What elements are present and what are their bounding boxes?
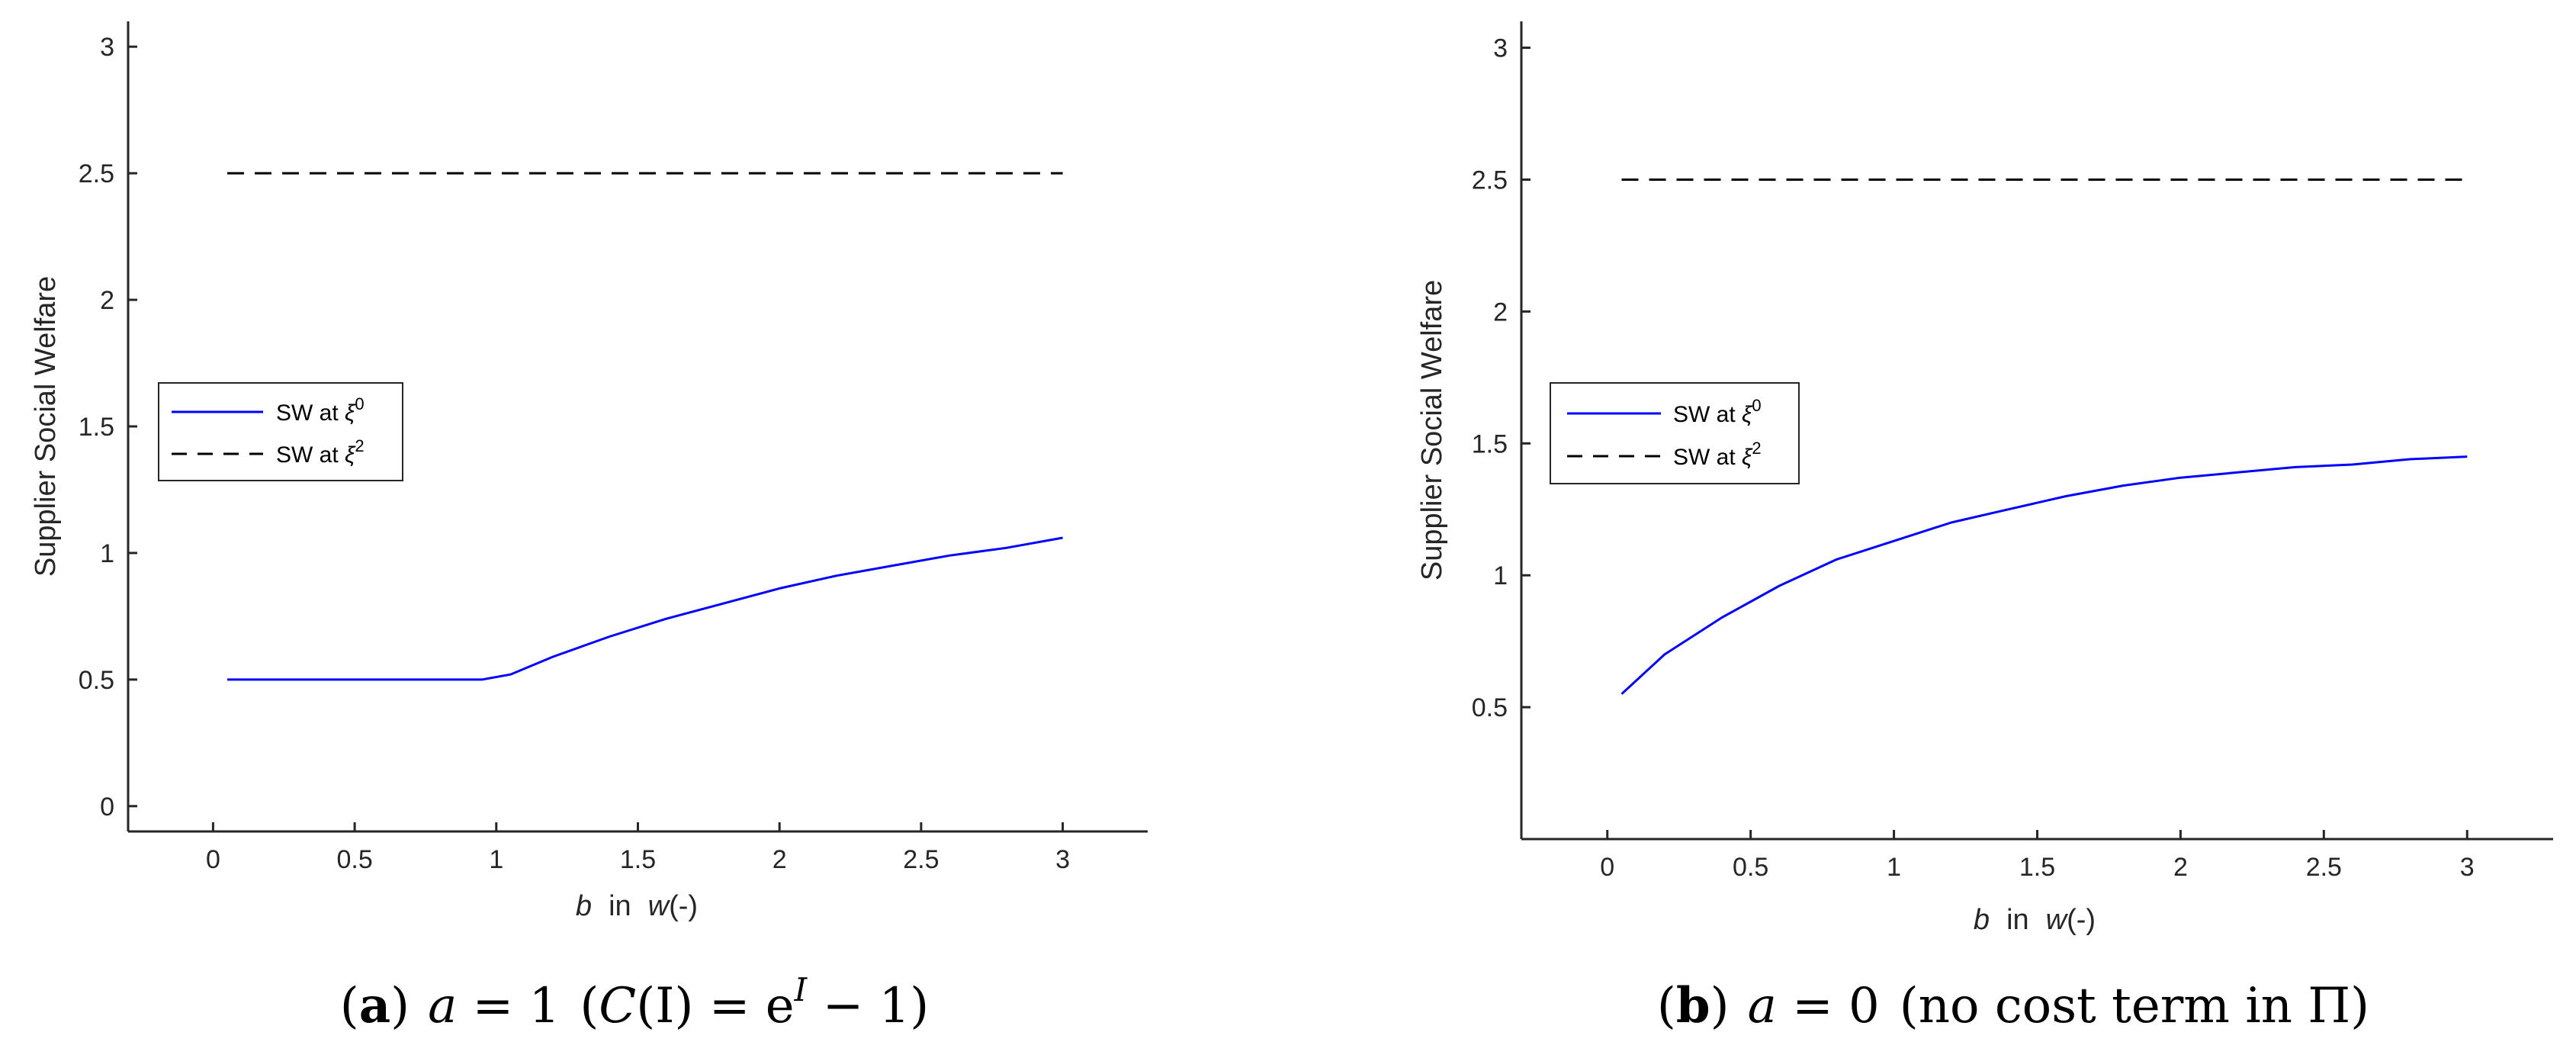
panel-b-y-tick-label: 0.5 bbox=[1472, 693, 1508, 722]
panel-b-ticks: 0 0.5 1 1.5 2 2.5 3 0.5 1 1.5 2 2.5 3 bbox=[1472, 34, 2475, 882]
caption-function-equals: = e bbox=[693, 978, 794, 1034]
panel-b-y-axis-label: Supplier Social Welfare bbox=[1416, 280, 1448, 580]
x-axis-tail: (-) bbox=[2067, 904, 2096, 936]
panel-a-y-tick-label: 1 bbox=[100, 539, 114, 568]
panel-b-y-tick-label: 3 bbox=[1493, 34, 1508, 63]
panel-a-y-tick-label: 2.5 bbox=[79, 159, 114, 188]
panel-b-legend: SW at ξ0 SW at ξ2 bbox=[1550, 382, 1800, 484]
panel-b-y-tick-label: 1.5 bbox=[1472, 429, 1508, 458]
panel-b-x-tick-label: 0.5 bbox=[1733, 853, 1768, 882]
panel-a-legend: SW at ξ0 SW at ξ2 bbox=[158, 382, 403, 481]
panel-a-y-tick-label: 2 bbox=[100, 286, 114, 315]
panel-b-legend-entry-0: SW at ξ0 bbox=[1673, 396, 1762, 427]
caption-function-argument: (I) bbox=[636, 978, 693, 1034]
legend-label: SW at bbox=[276, 442, 345, 468]
panel-a-x-tick-label: 0 bbox=[206, 845, 220, 874]
caption-tag: b bbox=[1676, 977, 1710, 1034]
caption-function-superscript: I bbox=[794, 971, 808, 1008]
caption-condition-variable: a bbox=[428, 978, 457, 1034]
legend-label: SW at bbox=[1673, 402, 1742, 427]
caption-function-text: (no cost term in Π) bbox=[1900, 978, 2369, 1034]
caption-condition-value: = 1 bbox=[457, 978, 560, 1034]
panel-a-x-tick-label: 2.5 bbox=[903, 845, 939, 874]
panel-b-y-tick-label: 2 bbox=[1493, 297, 1508, 326]
panel-a-x-tick-label: 0.5 bbox=[336, 845, 372, 874]
panel-b-x-tick-label: 1 bbox=[1887, 853, 1901, 882]
panel-a-y-axis-label: Supplier Social Welfare bbox=[30, 276, 62, 577]
panel-b-y-tick-label: 2.5 bbox=[1472, 166, 1508, 195]
panel-b-series-line-xi0 bbox=[1620, 455, 2468, 695]
legend-symbol: ξ bbox=[345, 442, 356, 468]
panel-b-x-tick-label: 1.5 bbox=[2019, 853, 2055, 882]
x-axis-variable: b bbox=[1974, 904, 1990, 936]
panel-a-y-tick-label: 0.5 bbox=[79, 666, 114, 695]
legend-symbol: ξ bbox=[1742, 445, 1753, 470]
panel-b-legend-entry-1: SW at ξ2 bbox=[1673, 439, 1762, 470]
panel-b-series bbox=[1620, 178, 2468, 695]
x-axis-tail: (-) bbox=[669, 890, 698, 922]
panel-a-x-tick-label: 1 bbox=[489, 845, 503, 874]
x-axis-variable: b bbox=[576, 890, 592, 922]
panel-b-legend-box bbox=[1550, 382, 1800, 484]
panel-a-series bbox=[227, 172, 1063, 681]
panel-b-x-tick-label: 0 bbox=[1600, 853, 1614, 882]
caption-function-open: ( bbox=[580, 978, 599, 1034]
panel-b-caption: (b) a = 0 (no cost term in Π) bbox=[1657, 977, 2369, 1034]
x-axis-word: in bbox=[2006, 904, 2029, 936]
caption-condition-value: = 0 bbox=[1777, 978, 1880, 1034]
legend-superscript: 2 bbox=[1752, 439, 1761, 458]
caption-function-tail: − 1) bbox=[807, 978, 929, 1034]
panel-b-x-axis-label: b in w(-) bbox=[1974, 904, 2096, 936]
caption-condition-variable: a bbox=[1748, 978, 1777, 1034]
legend-superscript: 0 bbox=[355, 394, 364, 413]
panel-b-x-tick-label: 3 bbox=[2460, 853, 2475, 882]
caption-function-name: C bbox=[599, 978, 636, 1034]
legend-label: SW at bbox=[276, 400, 345, 426]
legend-superscript: 2 bbox=[355, 436, 364, 455]
legend-label: SW at bbox=[1673, 445, 1742, 470]
panel-a-x-tick-label: 3 bbox=[1055, 845, 1070, 874]
caption-open: ( bbox=[340, 978, 359, 1034]
legend-symbol: ξ bbox=[345, 400, 356, 426]
panel-a-caption: (a) a = 1 (C(I) = eI − 1) bbox=[340, 971, 930, 1034]
caption-open: ( bbox=[1657, 978, 1676, 1034]
caption-tag: a bbox=[359, 977, 390, 1034]
panel-a-series-line-xi0 bbox=[227, 536, 1063, 681]
legend-superscript: 0 bbox=[1752, 396, 1761, 415]
panel-b-x-tick-label: 2.5 bbox=[2306, 853, 2342, 882]
panel-a-x-axis-label: b in w(-) bbox=[576, 890, 698, 922]
panel-a-y-tick-label: 3 bbox=[100, 33, 114, 62]
panel-a-x-tick-label: 2 bbox=[772, 845, 787, 874]
panel-b-y-tick-label: 1 bbox=[1493, 561, 1508, 590]
panel-a-y-tick-label: 0 bbox=[100, 793, 114, 822]
x-axis-function: w bbox=[648, 890, 671, 922]
legend-symbol: ξ bbox=[1742, 402, 1753, 427]
panel-a-ticks: 0 0.5 1 1.5 2 2.5 3 0 0.5 1 1.5 2 2.5 3 bbox=[79, 33, 1070, 874]
panel-a-y-tick-label: 1.5 bbox=[79, 413, 114, 442]
panel-a-legend-box bbox=[158, 382, 403, 481]
panel-a-x-tick-label: 1.5 bbox=[620, 845, 656, 874]
x-axis-function: w bbox=[2046, 904, 2069, 936]
x-axis-word: in bbox=[609, 890, 631, 922]
panel-a-legend-entry-1: SW at ξ2 bbox=[276, 436, 365, 468]
caption-close: ) bbox=[1710, 978, 1730, 1034]
panel-a-legend-entry-0: SW at ξ0 bbox=[276, 394, 365, 426]
chart-panel-b: 0 0.5 1 1.5 2 2.5 30.511.522.53 SW at ξ0 SW at… bbox=[1416, 21, 2553, 1034]
caption-close: ) bbox=[390, 978, 410, 1034]
chart-panel-a: 0 0.5 1 1.5 2 2.5 300.511.522.53 SW at ξ0 SW a… bbox=[30, 21, 1148, 1034]
panel-b-x-tick-label: 2 bbox=[2173, 853, 2188, 882]
